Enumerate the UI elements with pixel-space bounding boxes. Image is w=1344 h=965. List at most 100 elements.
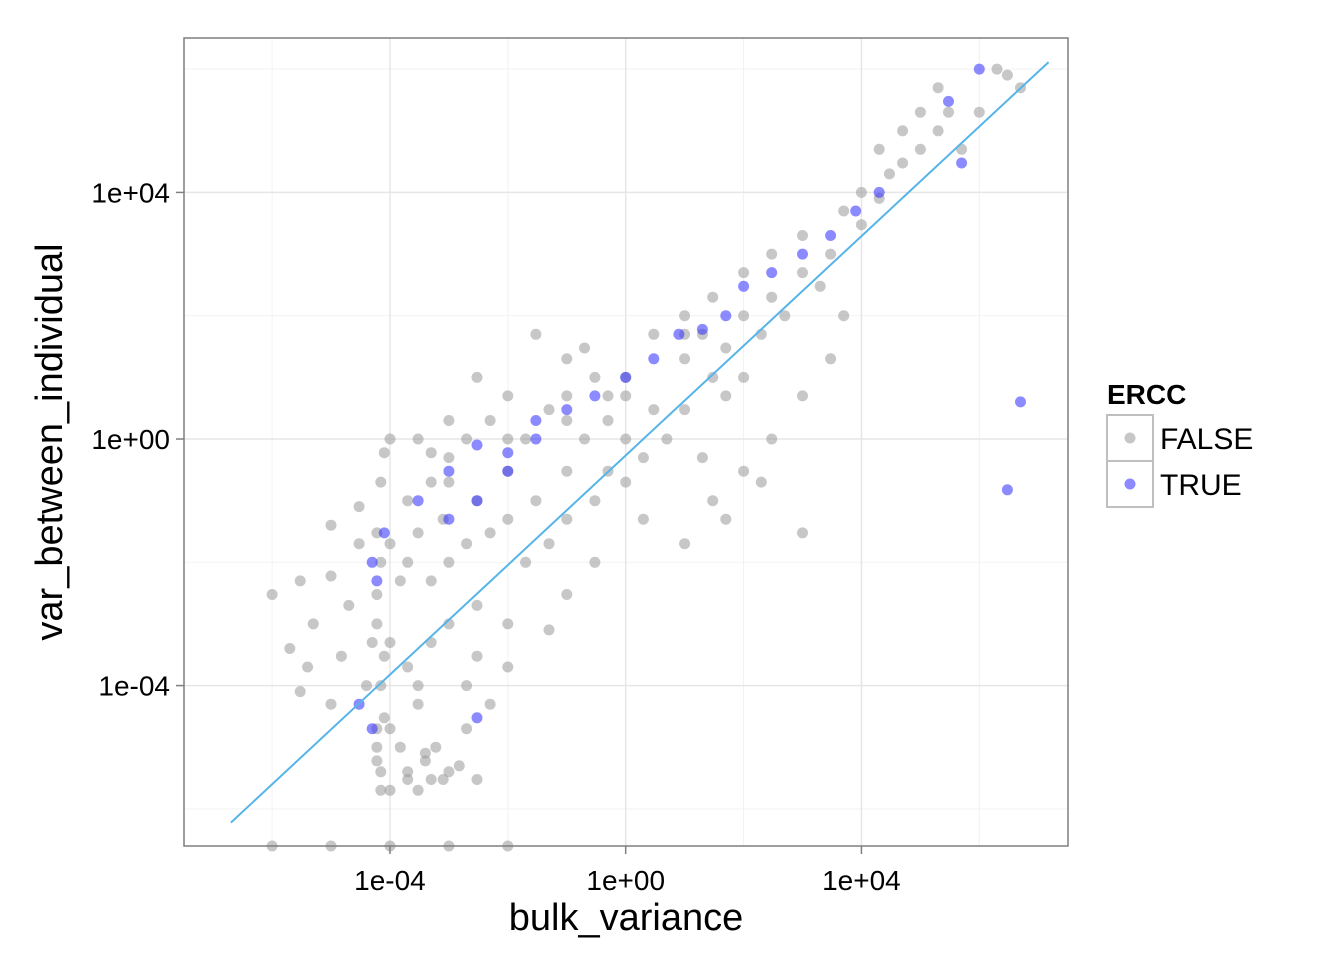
data-point-false (561, 513, 573, 525)
data-point-false (797, 267, 808, 279)
data-point-true (443, 513, 455, 525)
data-point-false (430, 741, 442, 753)
data-point-false (502, 433, 514, 445)
data-point-true (502, 465, 514, 477)
x-tick-label: 1e-04 (354, 865, 426, 896)
legend-dot-true (1124, 478, 1136, 490)
data-point-false (375, 680, 387, 692)
data-point-false (696, 452, 708, 464)
series-true-points (353, 63, 1026, 735)
data-point-false (394, 575, 406, 587)
data-point-false (855, 186, 867, 198)
data-point-false (378, 712, 390, 724)
data-point-false (561, 353, 573, 365)
data-point-false (453, 760, 465, 772)
data-point-false (620, 476, 632, 488)
data-point-false (325, 570, 337, 582)
data-point-false (797, 527, 808, 539)
data-point-true (561, 404, 573, 416)
legend-label-true: TRUE (1160, 469, 1242, 502)
data-point-false (461, 680, 473, 692)
trend-line (230, 61, 1050, 824)
data-point-false (294, 686, 306, 698)
data-point-false (443, 766, 455, 778)
data-point-false (637, 452, 649, 464)
data-point-true (720, 310, 732, 322)
y-tick-label: 1e+04 (91, 177, 170, 208)
data-point-false (425, 447, 437, 459)
data-point-false (825, 248, 837, 260)
data-point-false (707, 371, 719, 383)
data-point-false (443, 556, 455, 568)
data-point-false (443, 476, 455, 488)
data-point-true (797, 248, 808, 260)
data-point-false (419, 755, 431, 767)
data-point-false (375, 766, 387, 778)
data-point-false (637, 513, 649, 525)
data-point-false (797, 230, 808, 241)
data-point-false (738, 267, 750, 279)
data-point-false (814, 280, 826, 292)
data-point-false (371, 618, 383, 630)
data-point-false (294, 575, 306, 587)
data-point-false (412, 680, 424, 692)
data-point-false (302, 661, 314, 673)
data-point-false (679, 404, 691, 416)
data-point-false (897, 125, 909, 137)
data-point-false (375, 476, 387, 488)
data-point-false (471, 599, 483, 611)
data-point-false (932, 82, 944, 94)
data-point-false (307, 618, 319, 630)
data-point-false (1001, 69, 1013, 81)
data-point-false (720, 342, 732, 354)
data-point-false (378, 650, 390, 662)
data-point-false (437, 774, 449, 785)
data-point-false (502, 390, 514, 402)
data-point-false (589, 495, 601, 507)
legend: ERCC FALSE TRUE (1106, 379, 1253, 508)
data-point-false (543, 624, 555, 636)
x-tick-label: 1e+04 (822, 865, 901, 896)
data-point-true (738, 280, 750, 292)
data-point-false (371, 755, 383, 767)
data-point-false (419, 747, 431, 759)
data-point-false (402, 774, 414, 785)
data-point-false (897, 157, 909, 169)
data-point-false (484, 415, 496, 426)
data-point-false (679, 538, 691, 550)
x-axis-label: bulk_variance (509, 897, 743, 939)
data-point-false (884, 168, 895, 180)
legend-dot-false (1124, 432, 1136, 444)
data-point-false (484, 527, 496, 539)
data-point-false (520, 433, 532, 445)
data-point-false (543, 404, 555, 416)
data-point-false (325, 519, 337, 531)
data-point-true (366, 723, 378, 735)
data-point-true (956, 157, 968, 169)
x-axis-ticks: 1e-04 1e+00 1e+04 (354, 846, 901, 896)
data-point-true (443, 465, 455, 477)
data-point-false (838, 205, 850, 217)
data-point-false (461, 433, 473, 445)
data-point-true (766, 267, 778, 279)
data-point-false (343, 599, 355, 611)
data-point-false (530, 328, 542, 340)
data-point-false (766, 433, 778, 445)
data-point-false (991, 63, 1003, 75)
data-point-false (602, 390, 614, 402)
data-point-false (561, 465, 573, 477)
data-point-false (353, 538, 365, 550)
data-point-false (394, 741, 406, 753)
data-point-false (561, 589, 573, 600)
data-point-false (543, 538, 555, 550)
data-point-false (371, 741, 383, 753)
data-point-false (425, 476, 437, 488)
data-point-false (375, 556, 387, 568)
data-point-false (679, 353, 691, 365)
data-point-true (471, 712, 483, 724)
data-point-false (384, 637, 396, 648)
data-point-false (412, 784, 424, 796)
data-point-false (914, 143, 926, 155)
data-point-false (561, 415, 573, 426)
